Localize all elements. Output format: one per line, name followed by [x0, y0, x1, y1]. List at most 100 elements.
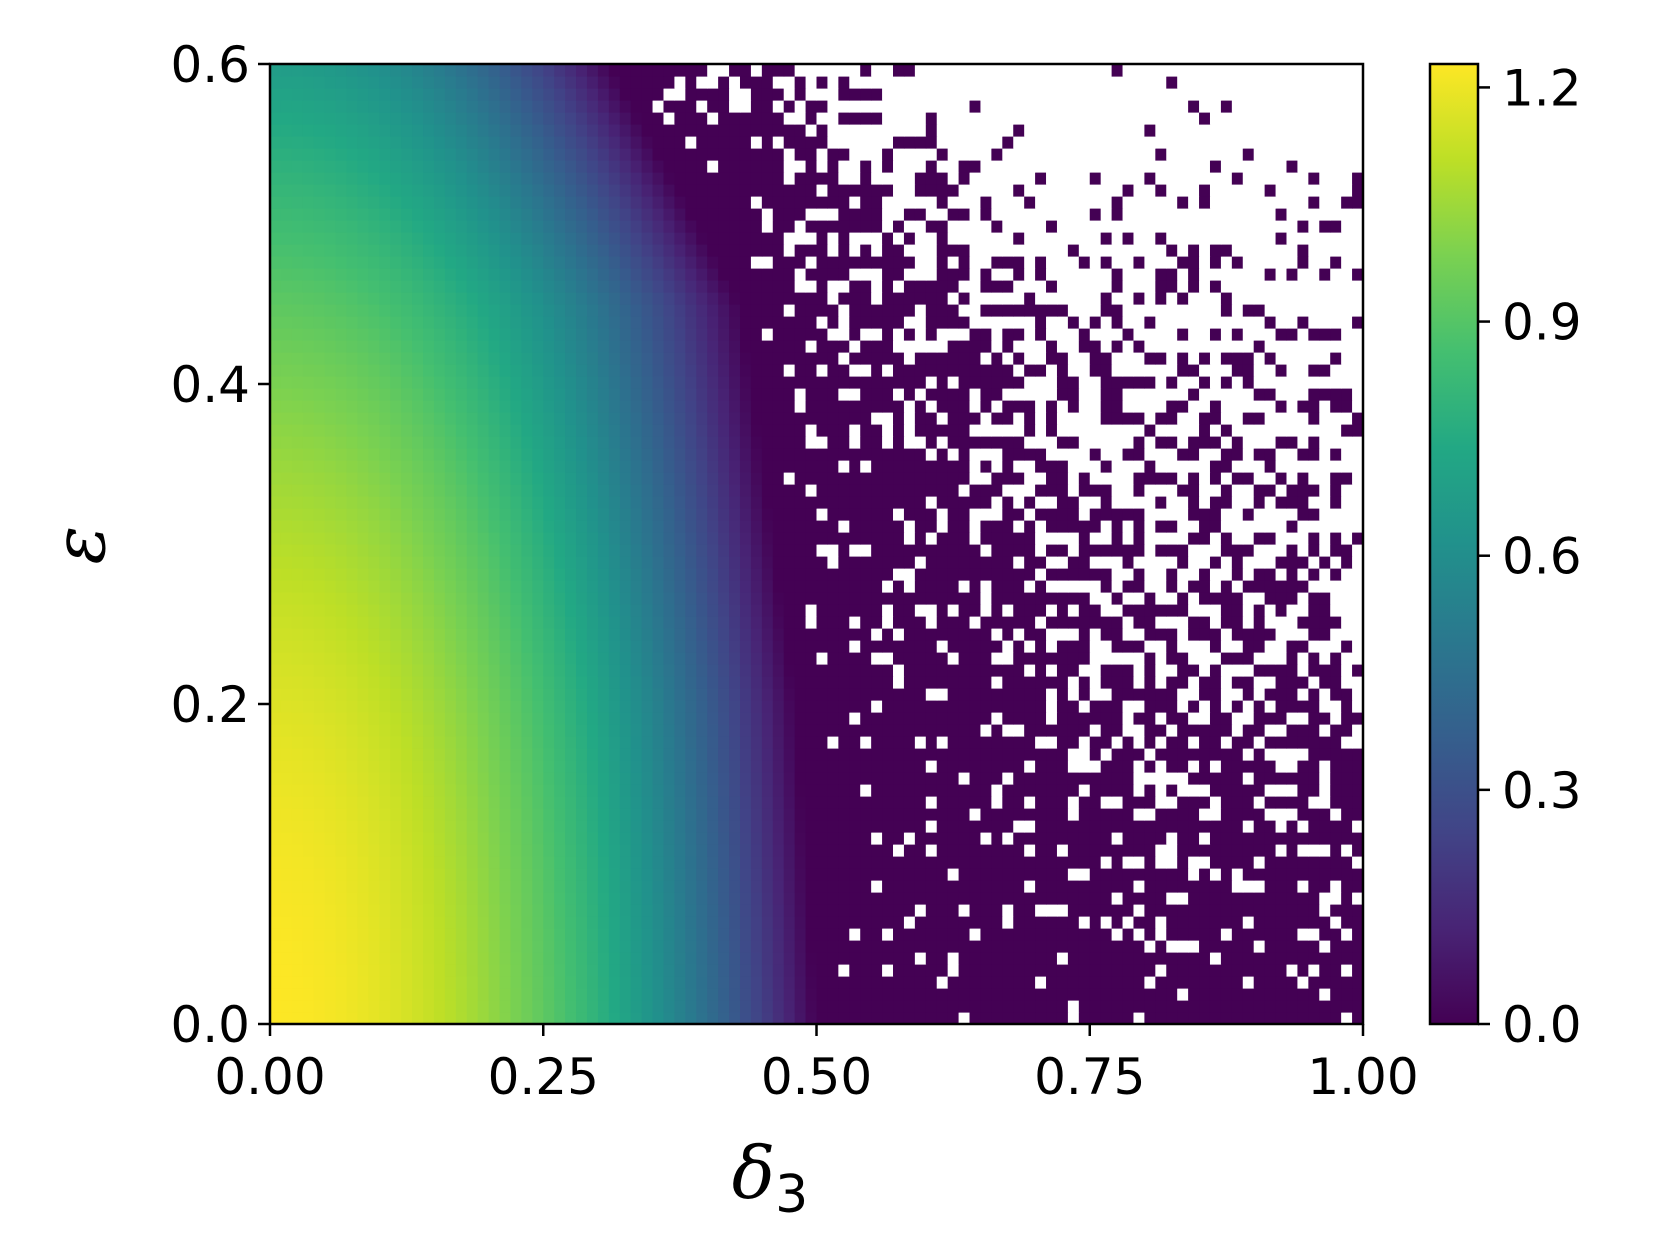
heatmap-cell: [619, 784, 632, 797]
heatmap-cell: [576, 964, 588, 977]
heatmap-cell: [816, 904, 829, 917]
heatmap-cell: [1220, 712, 1233, 725]
heatmap-cell: [543, 808, 555, 821]
heatmap-cell: [565, 556, 577, 569]
heatmap-cell: [466, 688, 479, 701]
heatmap-cell: [871, 448, 883, 461]
heatmap-cell: [1046, 796, 1058, 809]
heatmap-cell: [925, 772, 938, 785]
heatmap-cell: [816, 724, 829, 737]
heatmap-cell: [871, 952, 883, 965]
heatmap-cell: [1231, 832, 1244, 845]
heatmap-cell: [947, 784, 960, 797]
heatmap-cell: [685, 736, 697, 749]
heatmap-cell: [510, 1012, 522, 1024]
heatmap-cell: [1024, 784, 1036, 797]
heatmap-cell: [1352, 616, 1363, 629]
heatmap-cell: [1319, 916, 1331, 929]
heatmap-cell: [1013, 976, 1025, 989]
heatmap-cell: [871, 940, 883, 953]
heatmap-cell: [543, 616, 555, 629]
heatmap-cell: [291, 436, 304, 449]
heatmap-cell: [696, 652, 708, 665]
heatmap-cell: [1308, 772, 1320, 785]
heatmap-cell: [1199, 928, 1211, 941]
heatmap-cell: [412, 556, 424, 569]
heatmap-cell: [313, 796, 326, 809]
heatmap-cell: [750, 796, 763, 809]
heatmap-cell: [466, 664, 479, 677]
heatmap-cell: [1330, 568, 1342, 581]
heatmap-cell: [718, 460, 730, 473]
heatmap-cell: [1330, 904, 1342, 917]
heatmap-cell: [805, 592, 818, 605]
heatmap-cell: [893, 484, 905, 497]
heatmap-cell: [346, 676, 359, 689]
heatmap-cell: [313, 892, 326, 905]
heatmap-cell: [346, 976, 359, 989]
heatmap-cell: [270, 652, 282, 665]
heatmap-cell: [1046, 844, 1058, 857]
heatmap-cell: [947, 640, 960, 653]
heatmap-cell: [1046, 880, 1058, 893]
heatmap-cell: [412, 724, 424, 737]
heatmap-cell: [1275, 820, 1288, 833]
heatmap-cell: [313, 724, 326, 737]
heatmap-cell: [641, 808, 654, 821]
heatmap-cell: [1330, 520, 1342, 533]
heatmap-cell: [1078, 952, 1091, 965]
heatmap-cell: [346, 784, 359, 797]
heatmap-cell: [1253, 940, 1266, 953]
heatmap-cell: [860, 616, 872, 629]
heatmap-cell: [882, 856, 894, 869]
heatmap-cell: [707, 916, 719, 929]
heatmap-cell: [1089, 904, 1102, 917]
heatmap-cell: [827, 1012, 839, 1024]
heatmap-cell: [980, 832, 992, 845]
heatmap-cell: [1024, 616, 1036, 629]
heatmap-cell: [488, 604, 501, 617]
heatmap-cell: [1330, 544, 1342, 557]
heatmap-cell: [1155, 952, 1167, 965]
heatmap-cell: [674, 868, 686, 881]
heatmap-cell: [1122, 772, 1135, 785]
heatmap-cell: [477, 1012, 490, 1024]
heatmap-cell: [521, 568, 533, 581]
heatmap-cell: [893, 556, 905, 569]
heatmap-cell: [1209, 964, 1222, 977]
heatmap-cell: [270, 808, 282, 821]
heatmap-cell: [1166, 856, 1178, 869]
heatmap-cell: [270, 832, 282, 845]
heatmap-cell: [1024, 676, 1036, 689]
heatmap-cell: [313, 832, 326, 845]
heatmap-cell: [641, 1012, 654, 1024]
heatmap-cell: [554, 592, 566, 605]
heatmap-cell: [1111, 772, 1124, 785]
heatmap-cell: [466, 580, 479, 593]
heatmap-cell: [739, 496, 752, 509]
heatmap-cell: [947, 1000, 960, 1013]
heatmap-cell: [280, 616, 293, 629]
heatmap-cell: [783, 652, 796, 665]
heatmap-cell: [543, 1000, 555, 1013]
heatmap-cell: [696, 820, 708, 833]
heatmap-cell: [772, 904, 785, 917]
heatmap-cell: [739, 964, 752, 977]
heatmap-cell: [1231, 1012, 1244, 1024]
heatmap-cell: [1100, 736, 1113, 749]
heatmap-cell: [1253, 436, 1266, 449]
heatmap-cell: [1199, 700, 1211, 713]
heatmap-cell: [488, 892, 501, 905]
heatmap-cell: [554, 568, 566, 581]
heatmap-cell: [1013, 856, 1025, 869]
heatmap-cell: [1308, 976, 1320, 989]
heatmap-cell: [729, 880, 741, 893]
heatmap-cell: [893, 436, 905, 449]
heatmap-cell: [1209, 652, 1222, 665]
heatmap-cell: [455, 676, 468, 689]
heatmap-cell: [1264, 592, 1277, 605]
heatmap-cell: [914, 988, 927, 1001]
heatmap-cell: [499, 796, 512, 809]
heatmap-cell: [1253, 928, 1266, 941]
heatmap-cell: [1199, 808, 1211, 821]
